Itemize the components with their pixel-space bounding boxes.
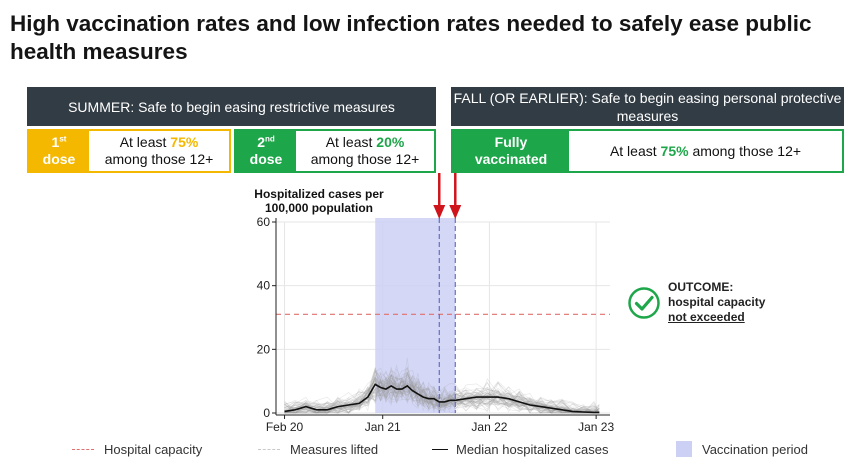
fully-vaccinated-label: Fully vaccinated [453,131,569,171]
simulation-trajectory [284,366,600,414]
simulation-trajectory [284,377,600,414]
simulation-trajectory [284,365,600,414]
simulation-trajectory [284,377,600,414]
y-tick-label: 60 [257,215,271,229]
simulation-trajectory [284,367,600,414]
measures-arrow-head [449,205,462,219]
outcome-emphasis: not exceeded [668,310,745,324]
y-axis-label: Hospitalized cases per 100,000 populatio… [254,187,384,215]
simulation-trajectory [284,375,600,414]
first-dose-target: At least 75% among those 12+ [104,134,214,167]
capacity-swatch [72,448,94,450]
simulation-trajectory [284,369,600,414]
simulation-trajectory [284,371,600,414]
outcome-heading: OUTCOME: [668,280,734,294]
vaccination-period-band [375,218,456,413]
legend-hospital-capacity: Hospital capacity [72,440,202,458]
second-dose-label: 2nd dose [236,131,296,171]
median-hospitalized-line [284,383,600,414]
median-swatch [432,448,448,450]
simulation-trajectory [284,367,600,414]
fall-header: FALL (OR EARLIER): Safe to begin easing … [451,87,844,126]
simulation-trajectory [284,379,600,414]
simulation-trajectory [284,372,600,414]
first-dose-label: 1st dose [29,131,89,171]
second-dose-target: At least 20% among those 12+ [310,134,420,167]
simulation-trajectory [284,371,600,414]
simulation-trajectory [284,382,600,414]
simulation-trajectory [284,382,600,414]
x-tick-label: Jan 21 [365,420,401,434]
simulation-trajectory [284,377,600,414]
simulation-trajectory [284,373,600,414]
simulation-trajectory [284,370,600,414]
simulation-trajectory [284,373,600,414]
simulation-trajectory [284,382,600,414]
first-dose-box: 1st dose At least 75% among those 12+ [27,129,231,173]
outcome-callout: OUTCOME: hospital capacity not exceeded [668,280,765,325]
page-title: High vaccination rates and low infection… [10,11,812,64]
simulation-trajectory [284,374,600,414]
y-tick-label: 0 [263,406,270,420]
y-tick-label: 40 [257,279,271,293]
second-dose-percent: 20% [376,134,405,150]
simulation-trajectory [284,384,600,413]
x-tick-label: Jan 23 [578,420,614,434]
measures-arrow-head [433,205,446,219]
simulation-trajectory [284,364,600,414]
simulation-trajectory [284,367,600,414]
legend-measures-lifted: Measures lifted [258,440,378,458]
measures-swatch [258,448,280,450]
vaccination-swatch [676,441,692,457]
simulation-trajectory [284,371,600,414]
x-tick-label: Feb 20 [266,420,304,434]
outcome-text: hospital capacity [668,295,766,309]
x-tick-label: Jan 22 [471,420,507,434]
first-dose-percent: 75% [170,134,199,150]
fully-vaccinated-target: At least 75% among those 12+ [609,142,802,159]
fully-vaccinated-percent: 75% [660,142,689,159]
y-tick-label: 20 [257,342,271,356]
simulation-trajectory [284,375,600,414]
second-dose-box: 2nd dose At least 20% among those 12+ [234,129,436,173]
simulation-trajectory [284,378,600,414]
simulation-trajectory [284,375,600,414]
summer-header: SUMMER: Safe to begin easing restrictive… [27,87,436,126]
fully-vaccinated-box: Fully vaccinated At least 75% among thos… [451,129,844,173]
simulation-trajectory [284,373,600,414]
checkmark-icon [628,287,660,319]
legend-median: Median hospitalized cases [432,440,608,458]
legend-vaccination-period: Vaccination period [676,440,808,458]
